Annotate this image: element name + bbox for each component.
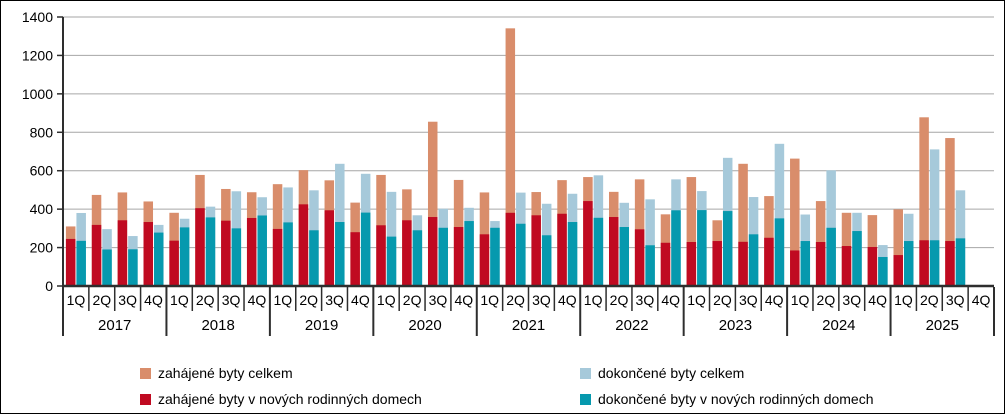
legend-item-started-family: zahájené byty v nových rodinných domech bbox=[140, 392, 422, 406]
legend-label-completed-family: dokončené byty v nových rodinných domech bbox=[598, 391, 874, 407]
svg-text:3Q: 3Q bbox=[532, 292, 551, 308]
svg-text:4Q: 4Q bbox=[351, 292, 370, 308]
svg-text:2025: 2025 bbox=[926, 317, 959, 334]
svg-text:4Q: 4Q bbox=[558, 292, 577, 308]
legend-label-completed-total: dokončené byty celkem bbox=[598, 365, 745, 381]
svg-text:2021: 2021 bbox=[512, 317, 545, 334]
svg-text:2022: 2022 bbox=[615, 317, 648, 334]
svg-text:2020: 2020 bbox=[408, 317, 441, 334]
svg-text:2018: 2018 bbox=[201, 317, 234, 334]
svg-text:3Q: 3Q bbox=[118, 292, 137, 308]
svg-text:2Q: 2Q bbox=[610, 292, 629, 308]
svg-text:3Q: 3Q bbox=[636, 292, 655, 308]
svg-text:1Q: 1Q bbox=[170, 292, 189, 308]
svg-text:1200: 1200 bbox=[22, 47, 53, 63]
svg-text:1Q: 1Q bbox=[377, 292, 396, 308]
svg-text:2017: 2017 bbox=[98, 317, 131, 334]
svg-text:3Q: 3Q bbox=[222, 292, 241, 308]
svg-text:1Q: 1Q bbox=[584, 292, 603, 308]
svg-text:3Q: 3Q bbox=[739, 292, 758, 308]
svg-text:800: 800 bbox=[30, 124, 54, 140]
legend-item-completed-family: dokončené byty v nových rodinných domech bbox=[580, 392, 874, 406]
svg-text:1Q: 1Q bbox=[67, 292, 86, 308]
svg-text:4Q: 4Q bbox=[868, 292, 887, 308]
svg-text:1Q: 1Q bbox=[894, 292, 913, 308]
legend-item-started-total: zahájené byty celkem bbox=[140, 366, 293, 380]
svg-text:1Q: 1Q bbox=[791, 292, 810, 308]
legend-label-started-total: zahájené byty celkem bbox=[158, 365, 293, 381]
svg-text:2019: 2019 bbox=[305, 317, 338, 334]
svg-text:3Q: 3Q bbox=[946, 292, 965, 308]
svg-text:2023: 2023 bbox=[719, 317, 752, 334]
svg-text:2Q: 2Q bbox=[506, 292, 525, 308]
svg-text:0: 0 bbox=[45, 278, 53, 294]
svg-text:4Q: 4Q bbox=[144, 292, 163, 308]
svg-text:2Q: 2Q bbox=[817, 292, 836, 308]
svg-text:2Q: 2Q bbox=[920, 292, 939, 308]
svg-text:2Q: 2Q bbox=[299, 292, 318, 308]
svg-text:4Q: 4Q bbox=[972, 292, 991, 308]
legend-swatch-started-total-icon bbox=[140, 367, 151, 379]
svg-text:4Q: 4Q bbox=[455, 292, 474, 308]
svg-text:2Q: 2Q bbox=[403, 292, 422, 308]
svg-text:4Q: 4Q bbox=[248, 292, 267, 308]
svg-text:600: 600 bbox=[30, 163, 54, 179]
svg-text:400: 400 bbox=[30, 201, 54, 217]
svg-text:1Q: 1Q bbox=[273, 292, 292, 308]
svg-text:3Q: 3Q bbox=[429, 292, 448, 308]
svg-text:3Q: 3Q bbox=[325, 292, 344, 308]
svg-text:200: 200 bbox=[30, 240, 54, 256]
svg-text:1400: 1400 bbox=[22, 9, 53, 25]
svg-text:1Q: 1Q bbox=[480, 292, 499, 308]
chart-canvas: 0 200 400 600 800 1000 1200 1400 1Q 2Q 3Q 4Q 2017 1Q 2… bbox=[22, 9, 995, 336]
svg-text:1Q: 1Q bbox=[687, 292, 706, 308]
svg-text:4Q: 4Q bbox=[661, 292, 680, 308]
svg-text:1000: 1000 bbox=[22, 86, 53, 102]
legend-item-completed-total: dokončené byty celkem bbox=[580, 366, 744, 380]
legend-swatch-completed-total-icon bbox=[580, 367, 591, 379]
legend-label-started-family: zahájené byty v nových rodinných domech bbox=[158, 391, 422, 407]
legend-swatch-completed-family-icon bbox=[580, 393, 591, 405]
svg-text:2024: 2024 bbox=[822, 317, 855, 334]
svg-text:2Q: 2Q bbox=[713, 292, 732, 308]
svg-text:4Q: 4Q bbox=[765, 292, 784, 308]
legend-swatch-started-family-icon bbox=[140, 393, 151, 405]
svg-text:3Q: 3Q bbox=[842, 292, 861, 308]
svg-text:2Q: 2Q bbox=[92, 292, 111, 308]
svg-text:2Q: 2Q bbox=[196, 292, 215, 308]
